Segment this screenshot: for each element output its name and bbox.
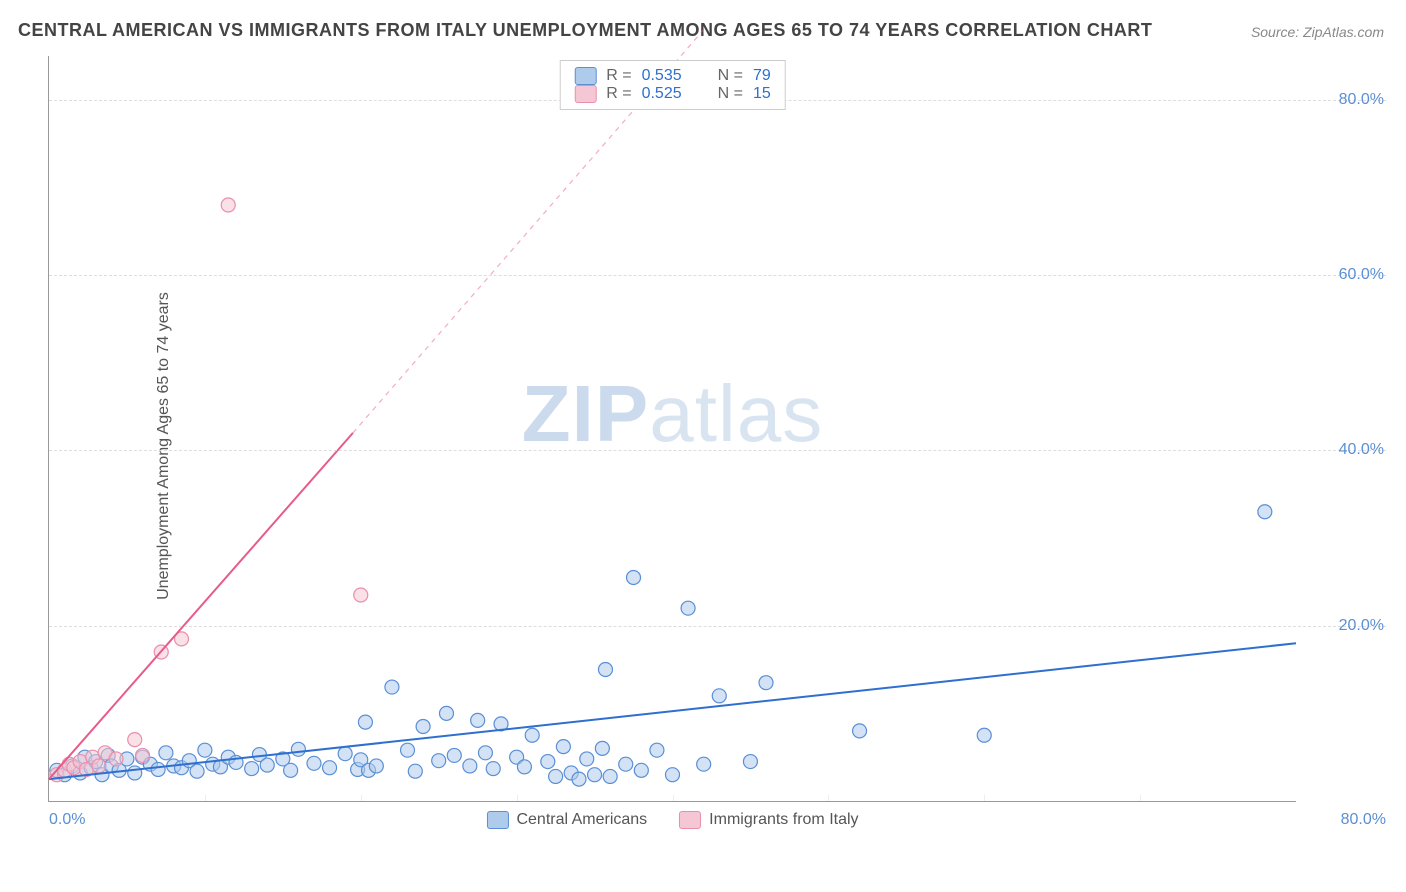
data-point [307, 756, 321, 770]
data-point [408, 764, 422, 778]
data-point [572, 772, 586, 786]
legend-n-label: N = [718, 85, 743, 103]
data-point [369, 759, 383, 773]
data-point [284, 763, 298, 777]
data-point [291, 742, 305, 756]
x-minor-tick [984, 795, 985, 801]
plot-svg [49, 56, 1296, 801]
x-minor-tick [1140, 795, 1141, 801]
trendline [49, 643, 1296, 779]
y-tick-label: 80.0% [1339, 91, 1384, 109]
data-point [385, 680, 399, 694]
x-axis-min-label: 0.0% [49, 811, 85, 829]
data-point [190, 764, 204, 778]
legend-row: R = 0.525 N = 15 [574, 85, 771, 103]
legend-series-label: Immigrants from Italy [709, 811, 858, 829]
data-point [650, 743, 664, 757]
x-minor-tick [517, 795, 518, 801]
legend-series-item: Central Americans [486, 811, 647, 829]
data-point [260, 758, 274, 772]
data-point [619, 757, 633, 771]
data-point [712, 689, 726, 703]
legend-n-label: N = [718, 67, 743, 85]
data-point [128, 733, 142, 747]
data-point [681, 601, 695, 615]
data-point [977, 728, 991, 742]
legend-row: R = 0.535 N = 79 [574, 67, 771, 85]
data-point [92, 759, 106, 773]
source-attribution: Source: ZipAtlas.com [1251, 24, 1384, 40]
data-point [598, 663, 612, 677]
chart-container: ZIPatlas R =0.535 N =79R =0.525 N =15 Ce… [48, 56, 1386, 832]
data-point [743, 755, 757, 769]
y-tick-label: 60.0% [1339, 266, 1384, 284]
y-tick-label: 40.0% [1339, 441, 1384, 459]
x-axis-max-label: 80.0% [1341, 811, 1386, 829]
legend-r-label: R = [606, 85, 631, 103]
data-point [221, 198, 235, 212]
y-tick-label: 20.0% [1339, 617, 1384, 635]
data-point [358, 715, 372, 729]
series-legend: Central Americans Immigrants from Italy [486, 811, 858, 829]
data-point [525, 728, 539, 742]
data-point [323, 761, 337, 775]
trendline [49, 433, 353, 779]
data-point [595, 741, 609, 755]
legend-n-value: 79 [753, 67, 771, 85]
legend-series-item: Immigrants from Italy [679, 811, 858, 829]
data-point [159, 746, 173, 760]
legend-series-label: Central Americans [516, 811, 647, 829]
gridline-y [49, 275, 1386, 276]
legend-swatch [679, 811, 701, 829]
data-point [759, 676, 773, 690]
plot-area: ZIPatlas R =0.535 N =79R =0.525 N =15 Ce… [48, 56, 1296, 802]
data-point [549, 769, 563, 783]
legend-swatch [486, 811, 508, 829]
correlation-legend: R = 0.535 N = 79 R = 0.525 N = 15 [559, 60, 786, 110]
data-point [416, 720, 430, 734]
data-point [245, 762, 259, 776]
data-point [556, 740, 570, 754]
data-point [634, 763, 648, 777]
data-point [478, 746, 492, 760]
data-point [666, 768, 680, 782]
legend-n-value: 15 [753, 85, 771, 103]
data-point [354, 588, 368, 602]
legend-swatch [574, 85, 596, 103]
legend-r-label: R = [606, 67, 631, 85]
data-point [471, 713, 485, 727]
data-point [517, 760, 531, 774]
data-point [401, 743, 415, 757]
legend-r-value: 0.535 [642, 67, 682, 85]
data-point [853, 724, 867, 738]
gridline-y [49, 626, 1386, 627]
legend-r-value: 0.525 [642, 85, 682, 103]
chart-title: CENTRAL AMERICAN VS IMMIGRANTS FROM ITAL… [18, 20, 1152, 41]
gridline-y [49, 450, 1386, 451]
data-point [1258, 505, 1272, 519]
data-point [338, 747, 352, 761]
data-point [136, 748, 150, 762]
legend-swatch [574, 67, 596, 85]
data-point [432, 754, 446, 768]
data-point [463, 759, 477, 773]
data-point [486, 762, 500, 776]
data-point [627, 571, 641, 585]
x-minor-tick [673, 795, 674, 801]
data-point [603, 769, 617, 783]
data-point [580, 752, 594, 766]
data-point [151, 762, 165, 776]
data-point [447, 748, 461, 762]
x-minor-tick [361, 795, 362, 801]
data-point [541, 755, 555, 769]
data-point [697, 757, 711, 771]
data-point [109, 752, 123, 766]
x-minor-tick [828, 795, 829, 801]
data-point [439, 706, 453, 720]
data-point [588, 768, 602, 782]
x-minor-tick [205, 795, 206, 801]
data-point [128, 766, 142, 780]
data-point [198, 743, 212, 757]
